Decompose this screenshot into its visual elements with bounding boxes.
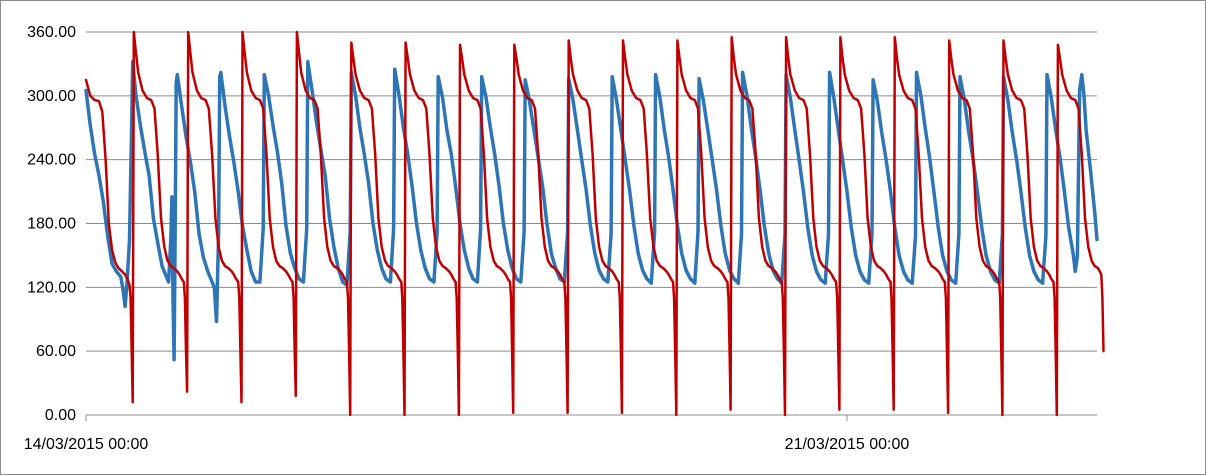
y-tick-label: 360.00 (27, 24, 76, 41)
tick-labels: 0.00 60.00 120.00 180.00 240.00 300.00 360.00 1… (24, 24, 910, 453)
y-tick-label: 180.00 (27, 216, 76, 233)
series-lines (84, 30, 1105, 417)
y-tick-label: 240.00 (27, 152, 76, 169)
y-tick-label: 60.00 (36, 343, 76, 360)
y-tick-label: 0.00 (45, 407, 76, 424)
series-red-line (84, 30, 1105, 417)
y-tick-label: 300.00 (27, 88, 76, 105)
x-tick-label: 14/03/2015 00:00 (24, 436, 149, 453)
y-tick-label: 120.00 (27, 279, 76, 296)
series-blue-line (84, 60, 1099, 362)
axes (85, 414, 1097, 421)
x-tick-label: 21/03/2015 00:00 (785, 436, 910, 453)
